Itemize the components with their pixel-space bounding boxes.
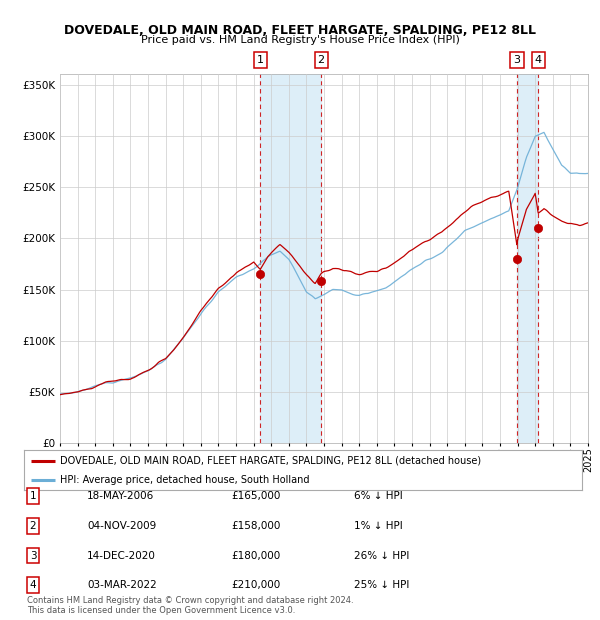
Text: 4: 4 (535, 55, 542, 64)
Text: 03-MAR-2022: 03-MAR-2022 (87, 580, 157, 590)
Text: 2: 2 (29, 521, 37, 531)
Text: £210,000: £210,000 (231, 580, 280, 590)
Text: Price paid vs. HM Land Registry's House Price Index (HPI): Price paid vs. HM Land Registry's House … (140, 35, 460, 45)
Text: 25% ↓ HPI: 25% ↓ HPI (354, 580, 409, 590)
Text: 1% ↓ HPI: 1% ↓ HPI (354, 521, 403, 531)
Text: £180,000: £180,000 (231, 551, 280, 560)
Text: 2: 2 (317, 55, 325, 64)
Text: 1: 1 (29, 491, 37, 501)
Text: 18-MAY-2006: 18-MAY-2006 (87, 491, 154, 501)
Text: 3: 3 (514, 55, 520, 64)
Text: DOVEDALE, OLD MAIN ROAD, FLEET HARGATE, SPALDING, PE12 8LL: DOVEDALE, OLD MAIN ROAD, FLEET HARGATE, … (64, 24, 536, 37)
Text: 3: 3 (29, 551, 37, 560)
Text: HPI: Average price, detached house, South Holland: HPI: Average price, detached house, Sout… (60, 475, 310, 485)
Text: 6% ↓ HPI: 6% ↓ HPI (354, 491, 403, 501)
Bar (517, 74, 538, 443)
Text: Contains HM Land Registry data © Crown copyright and database right 2024.
This d: Contains HM Land Registry data © Crown c… (27, 596, 353, 615)
Bar (260, 74, 321, 443)
Text: 1: 1 (257, 55, 264, 64)
Text: DOVEDALE, OLD MAIN ROAD, FLEET HARGATE, SPALDING, PE12 8LL (detached house): DOVEDALE, OLD MAIN ROAD, FLEET HARGATE, … (60, 456, 481, 466)
Text: 26% ↓ HPI: 26% ↓ HPI (354, 551, 409, 560)
Text: £165,000: £165,000 (231, 491, 280, 501)
Text: 04-NOV-2009: 04-NOV-2009 (87, 521, 156, 531)
Text: £158,000: £158,000 (231, 521, 280, 531)
Text: 4: 4 (29, 580, 37, 590)
Text: 14-DEC-2020: 14-DEC-2020 (87, 551, 156, 560)
